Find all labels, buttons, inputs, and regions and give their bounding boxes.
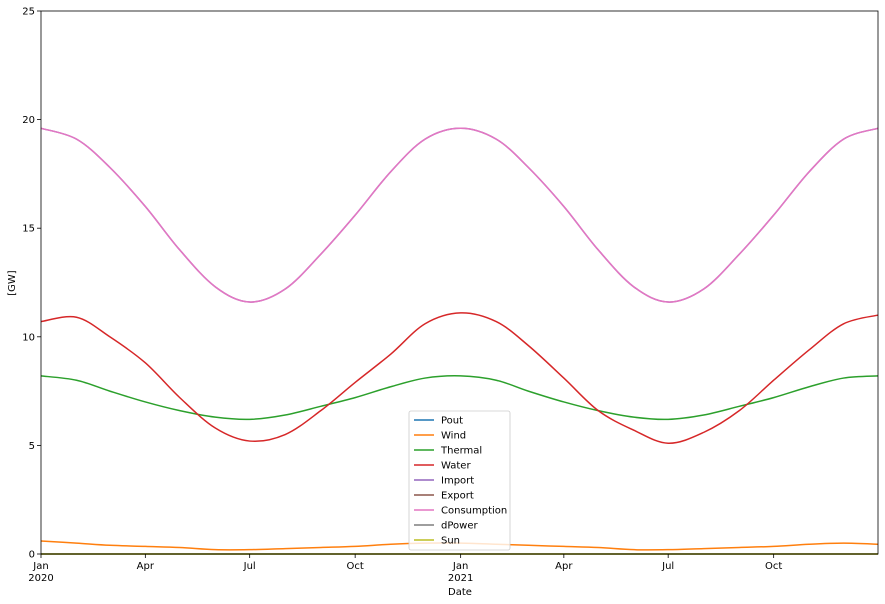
y-tick-label: 10 xyxy=(22,332,35,343)
legend-label: Sun xyxy=(441,536,460,547)
y-tick-label: 0 xyxy=(29,550,35,561)
series-line-thermal xyxy=(40,375,879,421)
series-line-import xyxy=(40,127,879,303)
series-line-consumption xyxy=(40,127,879,303)
legend-label: Consumption xyxy=(441,506,507,517)
y-tick-label: 5 xyxy=(29,441,35,452)
legend: Pout Wind Thermal Water Import Export Consumpt… xyxy=(408,410,511,551)
legend-label: Wind xyxy=(441,431,466,442)
legend-label: Export xyxy=(441,491,474,502)
x-tick-label: Jan xyxy=(452,561,468,572)
y-axis-label: [GW] xyxy=(7,270,18,296)
plot-frame xyxy=(40,10,879,555)
x-tick-year-label: 2020 xyxy=(28,573,53,584)
x-tick-label: Apr xyxy=(137,561,155,572)
x-tick-year-label: 2021 xyxy=(448,573,473,584)
x-tick-label: Jan xyxy=(32,561,48,572)
x-tick-label: Oct xyxy=(765,561,782,572)
x-axis-label: Date xyxy=(448,587,472,598)
legend-label: Water xyxy=(441,461,471,472)
y-axis: 0 5 10 15 20 25 xyxy=(22,7,41,561)
legend-label: Import xyxy=(441,476,474,487)
y-tick-label: 25 xyxy=(22,7,35,18)
x-tick-label: Oct xyxy=(347,561,364,572)
x-tick-label: Jul xyxy=(661,561,674,572)
y-tick-label: 15 xyxy=(22,224,35,235)
legend-label: Thermal xyxy=(440,446,482,457)
legend-label: Pout xyxy=(441,416,463,427)
x-tick-label: Apr xyxy=(555,561,573,572)
x-tick-label: Jul xyxy=(243,561,256,572)
legend-box xyxy=(408,410,511,551)
legend-label: dPower xyxy=(441,521,478,532)
series-line-water xyxy=(40,312,879,444)
y-tick-label: 20 xyxy=(22,115,35,126)
